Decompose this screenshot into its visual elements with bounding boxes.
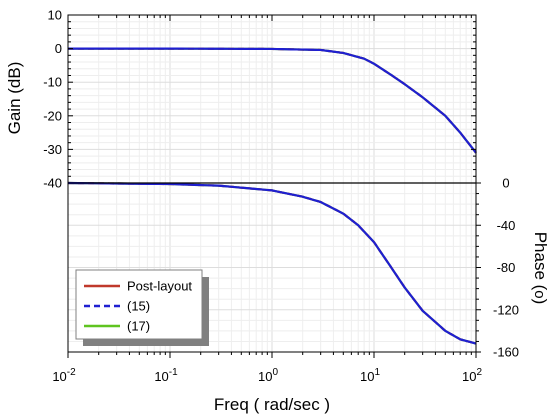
phase-tick-label: -80: [497, 260, 516, 275]
legend-label-0: Post-layout: [127, 279, 192, 294]
x-axis-title: Freq ( rad/sec ): [214, 395, 330, 414]
legend-label-1: (15): [127, 299, 150, 314]
gain-tick-label: -30: [43, 142, 62, 157]
gain-tick-label: -10: [43, 75, 62, 90]
legend-box: [75, 269, 203, 340]
x-tick-label: 101: [360, 367, 380, 384]
phase-tick-label: -120: [493, 302, 519, 317]
gain-tick-label: -40: [43, 176, 62, 191]
x-tick-label: 10-1: [154, 367, 178, 384]
gain-tick-label: -20: [43, 108, 62, 123]
phase-tick-label: -160: [493, 345, 519, 360]
series-phase-2: [67, 181, 477, 345]
series-layer: [67, 47, 477, 345]
x-tick-label: 100: [258, 367, 278, 384]
series-gain-2: [68, 47, 477, 154]
phase-axis-title: Phase (o): [531, 232, 550, 305]
phase-tick-label: -40: [497, 218, 516, 233]
x-tick-label: 10-2: [52, 367, 76, 384]
phase-tick-label: 0: [502, 176, 509, 191]
gain-tick-label: 0: [55, 41, 62, 56]
x-tick-label: 102: [462, 367, 482, 384]
gain-axis-title: Gain (dB): [5, 62, 24, 135]
legend-label-2: (17): [127, 319, 150, 334]
legend: Post-layout (15) (17): [75, 269, 209, 346]
gain-tick-label: 10: [48, 8, 62, 23]
